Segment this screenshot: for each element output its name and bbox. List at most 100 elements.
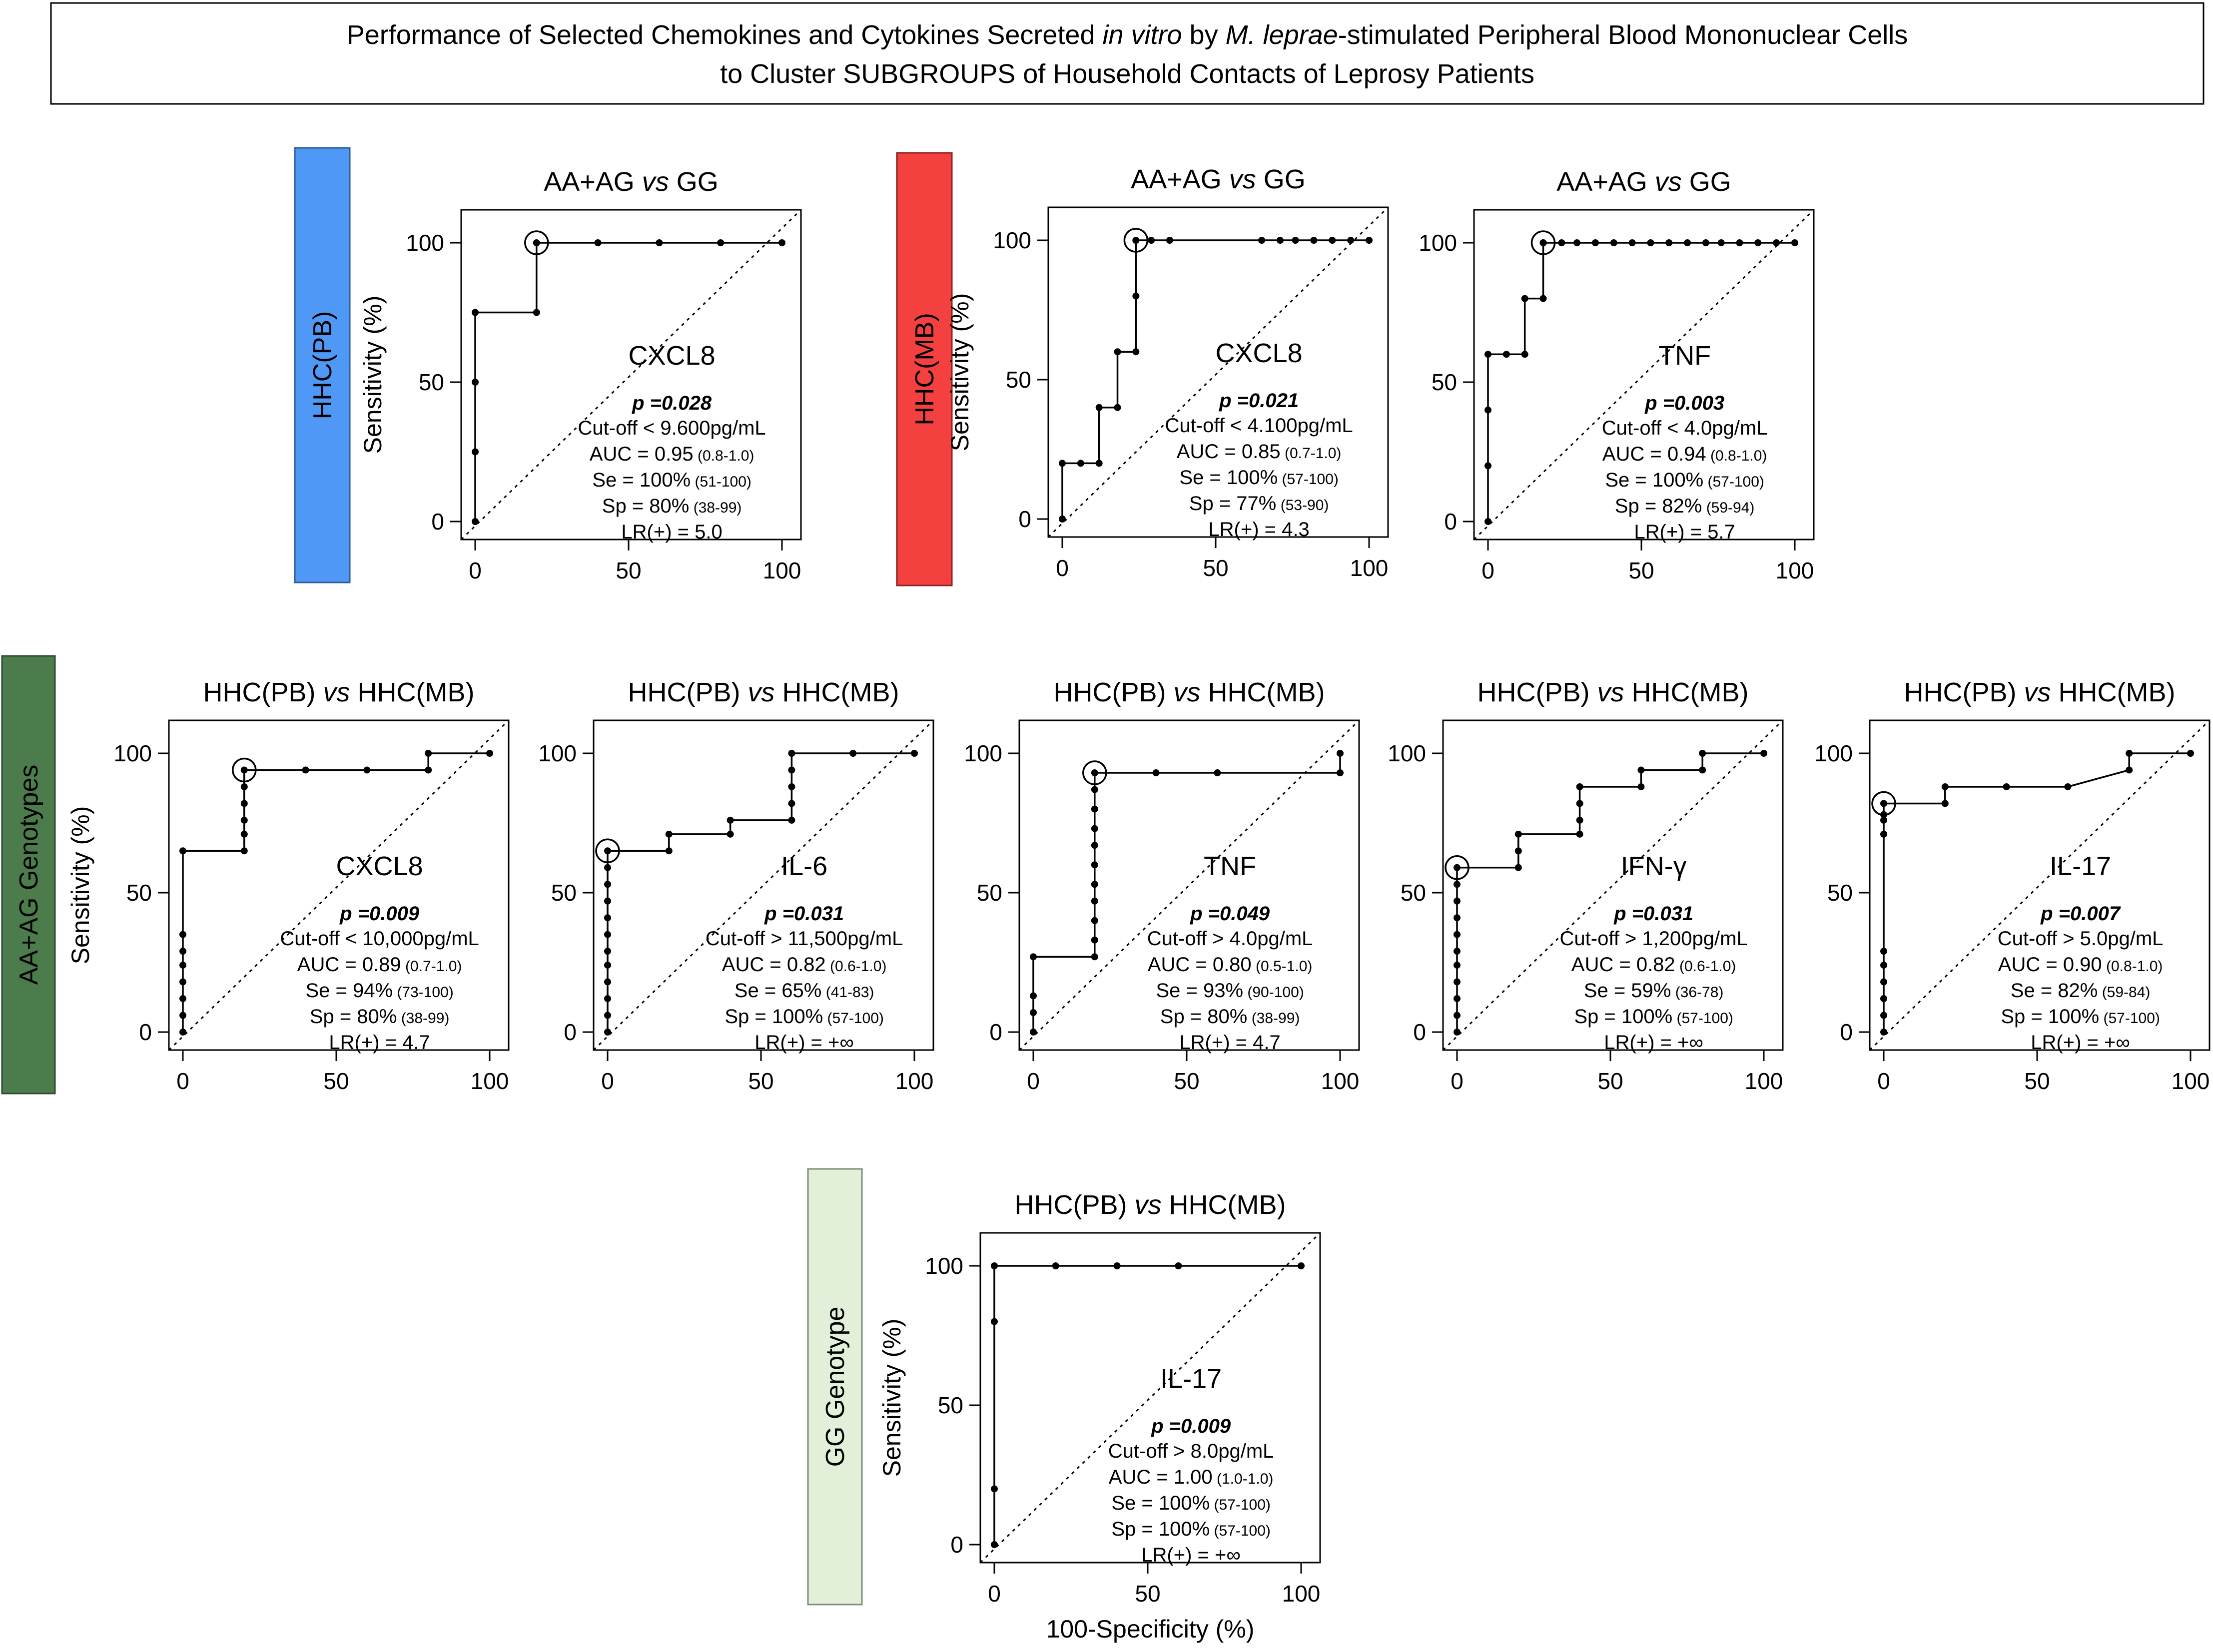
sensitivity-value-ci: (57-100) xyxy=(1703,474,1764,490)
roc-point xyxy=(2003,783,2010,790)
roc-point xyxy=(727,830,734,838)
roc-point xyxy=(1521,351,1528,358)
roc-curve xyxy=(474,242,782,522)
y-tick-label: 50 xyxy=(1401,880,1426,906)
x-tick-label: 0 xyxy=(601,1068,614,1094)
sensitivity-value-text: Se = 65% xyxy=(735,980,822,1002)
x-tick-label: 0 xyxy=(469,557,482,583)
specificity-value: Sp = 100% (57-100) xyxy=(1574,1006,1733,1028)
optimal-cutoff-marker xyxy=(1082,760,1107,785)
roc-point xyxy=(1484,351,1491,358)
roc-point xyxy=(991,1485,998,1493)
roc-point xyxy=(179,978,186,986)
roc-point xyxy=(1610,239,1617,246)
roc-point xyxy=(1717,239,1725,246)
roc-point xyxy=(1454,1029,1461,1036)
analyte-label-text: IL-17 xyxy=(2050,851,2111,881)
roc-point xyxy=(1091,842,1098,849)
sensitivity-value-text: Se = 100% xyxy=(1111,1492,1210,1514)
panel-title: HHC(PB) vs HHC(MB) xyxy=(203,677,475,707)
cutoff-value-text: Cut-off < 4.0pg/mL xyxy=(1602,417,1768,439)
sensitivity-value-ci: (57-100) xyxy=(1278,471,1339,488)
roc-point xyxy=(179,847,186,855)
roc-point xyxy=(240,783,248,790)
roc-point xyxy=(604,914,611,922)
roc-point xyxy=(1514,830,1522,838)
roc-point xyxy=(778,239,785,246)
specificity-value-text: Sp = 80% xyxy=(310,1006,397,1028)
optimal-cutoff-marker xyxy=(524,230,549,255)
analyte-label: IL-6 xyxy=(781,851,827,881)
roc-point xyxy=(1637,766,1645,774)
auc-value-text: AUC = 0.94 xyxy=(1602,443,1706,465)
auc-value-text: AUC = 0.80 xyxy=(1148,954,1252,976)
lr-value-text: LR(+) = 5.7 xyxy=(1634,521,1735,543)
x-tick-label: 0 xyxy=(988,1581,1001,1607)
auc-value-ci: (0.8-1.0) xyxy=(1706,448,1767,464)
specificity-value-text: Sp = 82% xyxy=(1615,495,1702,517)
roc-point xyxy=(1454,931,1461,938)
roc-point xyxy=(788,816,795,824)
side-label-box xyxy=(807,1168,863,1606)
panel-title-group-b: HHC(MB) xyxy=(1169,1190,1286,1220)
cutoff-value-text: Cut-off > 11,500pg/mL xyxy=(706,928,903,950)
roc-point xyxy=(1454,864,1461,871)
panel-title-group-b: HHC(MB) xyxy=(1632,677,1749,707)
specificity-value-text: Sp = 100% xyxy=(2001,1006,2099,1028)
lr-value: LR(+) = 4.3 xyxy=(1208,519,1309,541)
panel-title-group-a: HHC(PB) xyxy=(1054,677,1166,707)
roc-point xyxy=(788,800,795,807)
p-value-text: p =0.007 xyxy=(2040,903,2121,925)
roc-point xyxy=(472,309,479,316)
specificity-value-text: Sp = 80% xyxy=(602,495,690,517)
roc-point xyxy=(1502,351,1510,358)
roc-curve xyxy=(993,1265,1301,1545)
analyte-label-text: IL-6 xyxy=(781,851,827,881)
specificity-value-text: Sp = 100% xyxy=(725,1006,823,1028)
roc-point xyxy=(656,239,663,246)
x-tick-label: 50 xyxy=(1597,1068,1623,1094)
cutoff-value-text: Cut-off > 8.0pg/mL xyxy=(1108,1440,1274,1462)
auc-value-text: AUC = 1.00 xyxy=(1109,1466,1213,1488)
roc-point xyxy=(1576,830,1583,838)
panel-title-group-a: AA+AG xyxy=(1556,167,1647,197)
roc-point xyxy=(1454,948,1461,955)
roc-point xyxy=(1880,1012,1887,1019)
roc-point xyxy=(425,750,432,757)
roc-point xyxy=(1059,516,1066,523)
roc-point xyxy=(1276,237,1284,244)
p-value-text: p =0.009 xyxy=(339,903,420,925)
sensitivity-value: Se = 82% (59-84) xyxy=(2011,980,2151,1002)
y-tick-label: 0 xyxy=(1413,1019,1426,1045)
roc-point xyxy=(1484,462,1491,470)
specificity-value: Sp = 80% (38-99) xyxy=(1160,1006,1300,1028)
x-tick-label: 50 xyxy=(616,557,641,583)
analyte-label-text: IL-17 xyxy=(1160,1364,1222,1394)
panel-title: AA+AG vs GG xyxy=(544,167,719,197)
panel-title-vs: vs xyxy=(1222,164,1264,194)
roc-point xyxy=(1166,237,1173,244)
cutoff-value: Cut-off > 4.0pg/mL xyxy=(1147,928,1313,950)
roc-point xyxy=(991,1541,998,1548)
analyte-label: IFN-γ xyxy=(1621,851,1687,881)
y-tick-label: 100 xyxy=(925,1253,963,1279)
roc-point xyxy=(1521,295,1528,302)
y-tick-label: 50 xyxy=(1432,369,1457,395)
p-value: p =0.049 xyxy=(1190,903,1270,925)
roc-point xyxy=(240,766,248,774)
roc-point xyxy=(1558,239,1565,246)
y-axis-label: Sensitivity (%) xyxy=(946,293,974,452)
p-value: p =0.009 xyxy=(339,903,420,925)
roc-point xyxy=(1539,239,1547,246)
specificity-value: Sp = 80% (38-99) xyxy=(310,1006,450,1028)
panel-title-vs: vs xyxy=(1127,1190,1169,1220)
x-tick-label: 50 xyxy=(1203,555,1228,581)
roc-point xyxy=(1647,239,1654,246)
x-tick-label: 100 xyxy=(1776,557,1814,583)
roc-point xyxy=(788,783,795,790)
lr-value-text: LR(+) = 4.3 xyxy=(1208,519,1309,541)
analyte-label-text: CXCL8 xyxy=(1216,338,1303,368)
roc-point xyxy=(1880,962,1887,969)
roc-point xyxy=(1030,992,1037,1000)
specificity-value: Sp = 100% (57-100) xyxy=(2001,1006,2160,1028)
